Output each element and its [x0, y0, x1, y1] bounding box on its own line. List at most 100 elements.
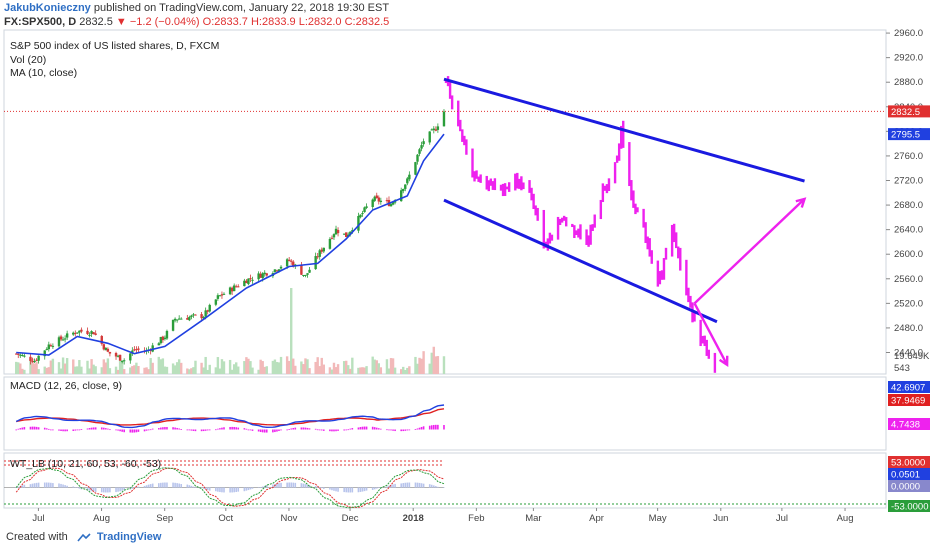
volume-bar [145, 367, 148, 374]
arrow-head [718, 355, 729, 367]
projection-bar [707, 349, 710, 359]
candle-body [306, 273, 309, 275]
price-tick-label: 2920.0 [894, 53, 923, 64]
volume-bar [290, 288, 293, 374]
macd-legend[interactable]: MACD (12, 26, close, 9) [10, 380, 123, 392]
volume-bar [180, 362, 183, 374]
macd-histogram-bar [143, 429, 146, 432]
time-tick-label: Sep [156, 513, 173, 524]
candle-body [206, 310, 209, 312]
tradingview-cloud-icon [77, 533, 91, 542]
projection-bar [619, 125, 623, 149]
candle-body [151, 345, 154, 352]
candle-body [322, 247, 326, 252]
macd-histogram-bar [320, 429, 323, 431]
projection-bar [636, 207, 639, 213]
macd-histogram-bar [323, 429, 325, 431]
projection-bar [475, 170, 478, 179]
candle-body [406, 178, 409, 184]
wt-area-bar [247, 487, 250, 491]
macd-histogram-bar [335, 429, 337, 432]
price-tag-bg [888, 105, 930, 118]
author-link[interactable]: JakubKonieczny [4, 2, 91, 14]
candle-body [371, 199, 374, 207]
volume-bar [342, 361, 346, 374]
time-tick-label: Jun [713, 513, 728, 524]
volume-bar [204, 356, 207, 374]
macd-histogram-bar [249, 429, 252, 431]
candle-body [302, 274, 305, 276]
volume-bar [273, 359, 277, 374]
candle-body [120, 360, 124, 362]
candle-body [216, 295, 220, 299]
wt-legend[interactable]: WT_LB (10, 21, 60, 53, -60, -53) [10, 458, 162, 470]
volume-bar [163, 366, 167, 374]
candle-body [292, 261, 295, 267]
projection-bar [705, 339, 708, 356]
macd-histogram-bar [66, 429, 68, 432]
wt-area-bar [143, 485, 146, 488]
wt-area-bar [320, 487, 323, 489]
projection-bar [457, 100, 460, 127]
channel-trendline [443, 198, 718, 324]
projection-bar [503, 183, 507, 196]
volume-bar [100, 367, 103, 374]
tradingview-brand[interactable]: TradingView [96, 531, 162, 543]
macd-histogram-bar [286, 429, 288, 431]
projection-bar [603, 185, 607, 191]
vol-legend[interactable]: Vol (20) [10, 54, 47, 66]
candle-body [263, 272, 266, 275]
wt-area-bar [15, 487, 18, 488]
candle-body [414, 162, 417, 175]
projection-bar [658, 271, 662, 285]
macd-histogram-bar [17, 428, 20, 430]
macd-histogram-bar [416, 428, 419, 430]
macd-histogram-bar [243, 428, 246, 430]
macd-histogram-bar [94, 427, 97, 430]
wt-area-bar [58, 483, 60, 488]
volume-bars [15, 288, 446, 374]
ma-legend[interactable]: MA (10, close) [10, 67, 78, 79]
candle-body [389, 204, 393, 207]
volume-bar [316, 357, 319, 374]
candle-body [76, 332, 79, 334]
wt-area-bar [76, 487, 79, 488]
volume-bar [389, 358, 393, 374]
macd-histogram-bar [380, 428, 382, 430]
volume-bar [347, 365, 350, 374]
candle-body [190, 315, 193, 317]
projection-bar [622, 120, 625, 148]
volume-bar [230, 369, 234, 374]
volume-bar [306, 359, 309, 374]
volume-bar [265, 366, 268, 374]
price-tick-label: 2960.0 [894, 28, 923, 39]
wt-area-bar [206, 487, 209, 491]
candle-body [188, 316, 191, 321]
projection-bar [489, 178, 493, 186]
candle-body [351, 230, 354, 232]
macd-histogram-bar [33, 426, 36, 430]
macd-histogram-bar [121, 429, 123, 432]
candle-body [90, 331, 93, 334]
wt-line-1 [15, 467, 445, 509]
candle-body [171, 319, 175, 331]
candle-body [237, 286, 240, 288]
volume-bar [137, 366, 140, 374]
macd-histogram-bar [80, 429, 83, 430]
wt-area-bar [64, 485, 66, 488]
macd-histogram-bar [386, 429, 388, 431]
macd-histogram-bar [23, 427, 26, 430]
price-tick-label: 2880.0 [894, 77, 923, 88]
wt-area-bar [443, 487, 445, 488]
macd-histogram-bar [72, 429, 75, 431]
projection-bar [634, 203, 637, 215]
macd-histogram-bar [347, 429, 350, 431]
wt-area-bar [137, 486, 140, 488]
wt-area-bar [86, 487, 89, 491]
projection-bar [522, 182, 525, 190]
macd-histogram-bar [178, 428, 180, 430]
macd-histogram-bar [151, 428, 154, 430]
macd-signal-line [16, 408, 445, 426]
wt-area-bar [304, 484, 307, 488]
